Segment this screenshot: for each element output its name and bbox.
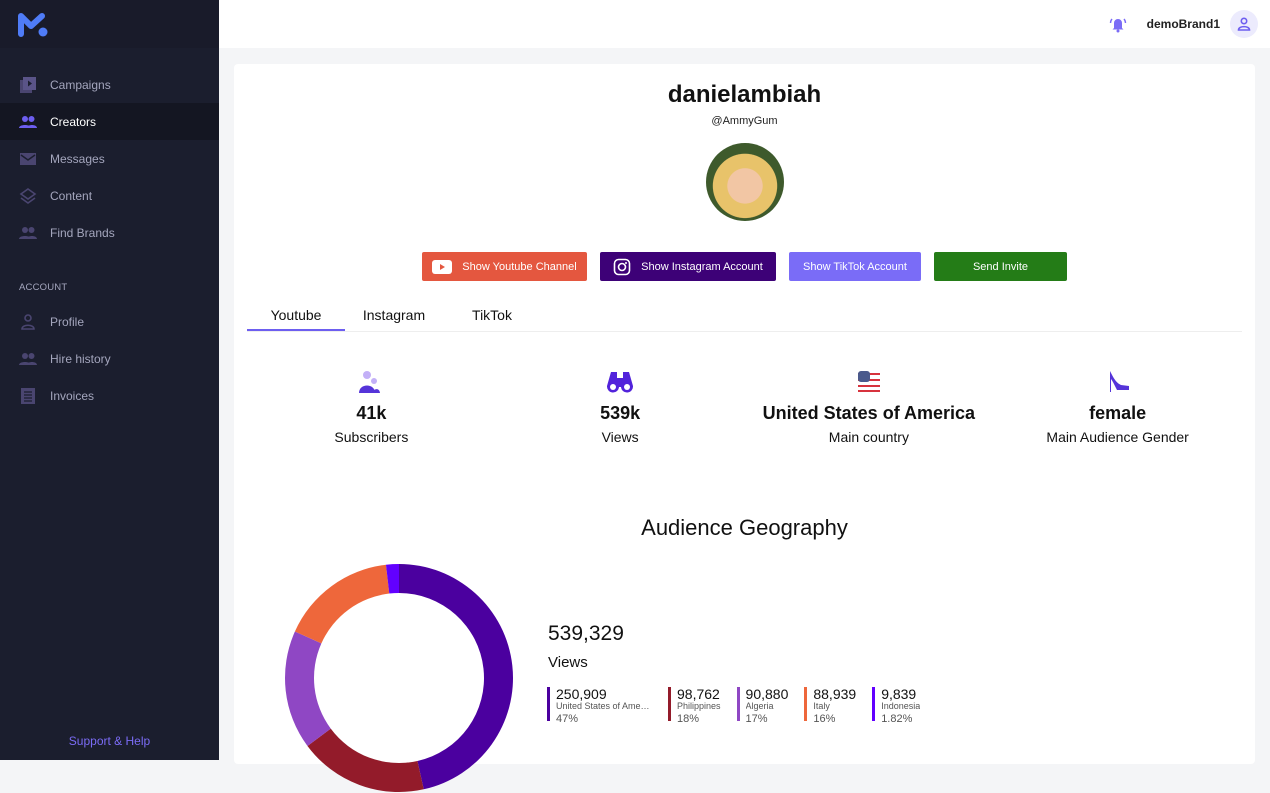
audience-geography-title: Audience Geography (641, 515, 848, 540)
support-help-link[interactable]: Support & Help (68, 734, 151, 748)
sidebar-item-messages[interactable]: Messages (0, 140, 219, 177)
chart-legend: 250,909 United States of America 47% 98,76… (547, 686, 921, 725)
legend-percent: 18% (677, 713, 700, 725)
legend-value: 88,939 (813, 686, 857, 702)
total-views-value: 539,329 (548, 622, 624, 645)
legend-country: Italy (813, 701, 830, 711)
creator-name: danielambiah (667, 81, 822, 108)
send-invite-button[interactable]: Send Invite (934, 252, 1067, 281)
sidebar: Campaigns Creators Messages Content Find… (0, 0, 219, 760)
tab-instagram[interactable]: Instagram (362, 307, 426, 323)
logo[interactable] (0, 0, 219, 48)
sidebar-item-content[interactable]: Content (0, 177, 219, 214)
receipt-icon (21, 387, 35, 404)
show-instagram-account-button[interactable]: Show Instagram Account (600, 252, 776, 281)
legend-value: 98,762 (677, 686, 720, 702)
legend-percent: 16% (813, 713, 836, 725)
us-flag-icon (857, 371, 880, 393)
layers-icon (19, 187, 37, 204)
binoculars-icon (607, 372, 634, 393)
notification-bell-icon[interactable] (1109, 15, 1127, 33)
legend-percent: 17% (745, 713, 768, 725)
stat-main-country: United States of America Main country (745, 370, 994, 445)
stat-label: Views (601, 429, 639, 445)
button-label: Show Instagram Account (641, 260, 763, 273)
donut-slice-indonesia[interactable] (385, 564, 399, 594)
stat-label: Main country (828, 429, 909, 445)
stat-value: United States of America (762, 403, 976, 423)
person-icon (1237, 17, 1251, 31)
instagram-icon (613, 258, 631, 275)
legend-item: 9,839 Indonesia 1.82% (872, 686, 921, 725)
stat-audience-gender: female Main Audience Gender (993, 370, 1242, 445)
tab-youtube[interactable]: Youtube (247, 299, 345, 331)
legend-value: 9,839 (881, 686, 917, 702)
stat-label: Subscribers (334, 429, 409, 445)
user-avatar-button[interactable] (1230, 10, 1258, 38)
sidebar-item-invoices[interactable]: Invoices (0, 377, 219, 414)
sidebar-item-label: Creators (50, 114, 97, 129)
donut-slice-italy[interactable] (294, 564, 390, 644)
people-icon (19, 115, 37, 128)
legend-country: Algeria (745, 701, 774, 711)
mail-icon (20, 152, 36, 165)
stat-views: 539k Views (496, 370, 745, 445)
logo-icon (18, 13, 48, 37)
audience-geography-donut-chart (285, 564, 513, 792)
stat-subscribers: 41k Subscribers (247, 370, 496, 445)
sidebar-item-profile[interactable]: Profile (0, 303, 219, 340)
legend-percent: 1.82% (881, 713, 913, 725)
sidebar-item-label: Messages (50, 151, 105, 166)
legend-percent: 47% (556, 713, 579, 725)
legend-item: 250,909 United States of America 47% (547, 686, 652, 725)
sidebar-item-find-brands[interactable]: Find Brands (0, 214, 219, 251)
tab-tiktok[interactable]: TikTok (472, 307, 512, 323)
account-section-label: ACCOUNT (19, 282, 68, 293)
youtube-icon (432, 259, 453, 274)
button-label: Show Youtube Channel (462, 260, 577, 273)
stat-label: Main Audience Gender (1046, 429, 1189, 445)
creator-handle: @AmmyGum (711, 115, 778, 127)
sidebar-item-label: Invoices (50, 388, 95, 403)
show-tiktok-account-button[interactable]: Show TikTok Account (789, 252, 921, 281)
legend-item: 90,880 Algeria 17% (736, 686, 789, 725)
high-heel-icon (1109, 371, 1129, 392)
stat-value: 41k (356, 403, 387, 423)
sidebar-item-label: Profile (50, 314, 85, 329)
username[interactable]: demoBrand1 (1146, 17, 1220, 31)
sidebar-item-creators[interactable]: Creators (0, 103, 219, 140)
show-youtube-channel-button[interactable]: Show Youtube Channel (422, 252, 587, 281)
legend-country: Indonesia (881, 701, 921, 711)
stat-value: 539k (600, 403, 641, 423)
button-label: Send Invite (972, 260, 1029, 273)
sidebar-item-label: Campaigns (50, 77, 111, 92)
donut-slice-philippines[interactable] (307, 728, 424, 792)
sidebar-item-label: Find Brands (50, 225, 115, 240)
top-bar: demoBrand1 (219, 0, 1270, 48)
creator-avatar (705, 143, 784, 221)
sidebar-item-label: Hire history (50, 351, 111, 366)
legend-item: 88,939 Italy 16% (804, 686, 857, 725)
people-icon (19, 226, 37, 239)
button-label: Show TikTok Account (803, 260, 907, 273)
people-icon (19, 352, 37, 365)
person-icon (21, 313, 35, 330)
sidebar-item-campaigns[interactable]: Campaigns (0, 66, 219, 103)
video-library-icon (20, 76, 36, 93)
legend-value: 90,880 (745, 686, 789, 702)
sidebar-item-hire-history[interactable]: Hire history (0, 340, 219, 377)
subscribers-icon (359, 371, 381, 393)
sidebar-item-label: Content (50, 188, 93, 203)
creator-profile-card: danielambiah @AmmyGum Show Youtube Chann… (234, 64, 1255, 792)
legend-value: 250,909 (556, 686, 607, 702)
legend-item: 98,762 Philippines 18% (668, 686, 721, 725)
donut-slice-algeria[interactable] (285, 631, 331, 746)
stat-value: female (1089, 403, 1147, 423)
legend-country: United States of America (556, 701, 652, 711)
legend-country: Philippines (677, 701, 721, 711)
total-views-label: Views (548, 654, 588, 671)
donut-slice-united-states-of-america[interactable] (399, 564, 513, 790)
